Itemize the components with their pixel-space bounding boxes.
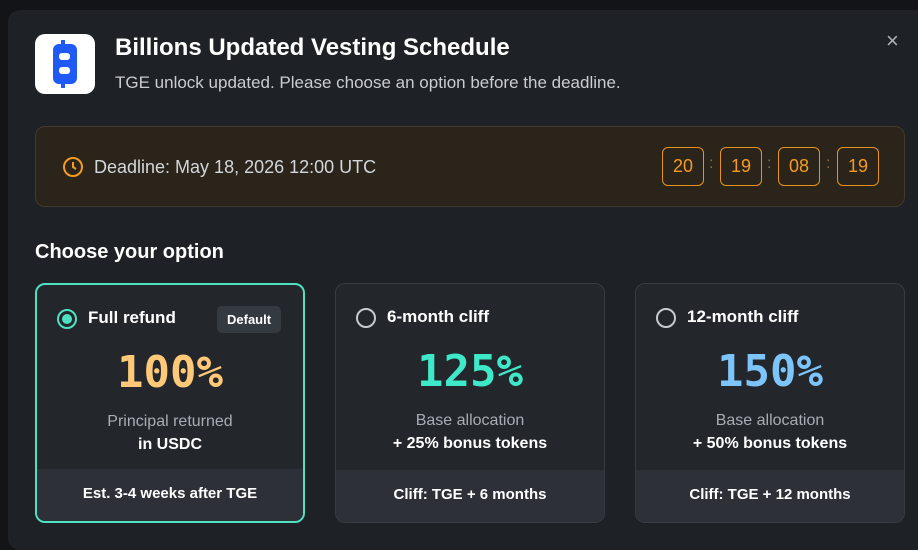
description: in USDC	[138, 436, 202, 453]
clock-icon	[63, 157, 83, 177]
separator: :	[767, 155, 772, 172]
percent: 125%	[417, 346, 523, 397]
countdown-box: 19	[720, 147, 762, 186]
separator: :	[709, 155, 714, 172]
option-label: 6-month cliff	[387, 307, 489, 326]
option-label: 12-month cliff	[687, 307, 799, 326]
description: Principal returned	[107, 413, 233, 430]
option-card[interactable]: 12-month cliff 150% Base allocation + 50% b…	[635, 283, 905, 523]
separator: :	[826, 155, 831, 172]
option-footer: Est. 3-4 weeks after TGE	[37, 469, 303, 521]
description: + 50% bonus tokens	[692, 435, 848, 452]
option-card[interactable]: Full refund Default 100% Principal returned…	[35, 283, 305, 523]
section-title: Choose your option	[35, 241, 224, 263]
percent: 100%	[117, 347, 223, 398]
option-card[interactable]: 6-month cliff 125% Base allocation + 25% bo…	[335, 283, 605, 523]
description: Base allocation	[715, 412, 825, 429]
option-label: Full refund	[88, 308, 176, 327]
countdown-box: 20	[662, 147, 704, 186]
radio[interactable]	[656, 308, 676, 328]
subtitle: TGE unlock updated. Please choose an opt…	[115, 73, 621, 92]
description: + 25% bonus tokens	[392, 435, 548, 452]
description: Base allocation	[415, 412, 525, 429]
deadline-label: Deadline: May 18, 2026 12:00 UTC	[94, 157, 377, 177]
logo-icon	[53, 40, 77, 88]
deadline-banner: Deadline: May 18, 2026 12:00 UTC 20 19:08…	[35, 126, 905, 207]
page: Billions Updated Vesting Schedule TGE un…	[8, 10, 918, 550]
option-footer: Cliff: TGE + 6 months	[336, 470, 604, 522]
percent: 150%	[717, 346, 823, 397]
option-footer: Cliff: TGE + 12 months	[636, 470, 904, 522]
modal: Billions Updated Vesting Schedule TGE un…	[8, 10, 918, 550]
title: Billions Updated Vesting Schedule	[115, 34, 510, 61]
radio[interactable]	[57, 309, 77, 329]
radio[interactable]	[356, 308, 376, 328]
countdown-box: 08	[778, 147, 820, 186]
close-button[interactable]: ×	[886, 28, 899, 53]
badge: Default	[217, 306, 282, 333]
countdown-box: 19	[837, 147, 879, 186]
logo	[35, 34, 95, 94]
